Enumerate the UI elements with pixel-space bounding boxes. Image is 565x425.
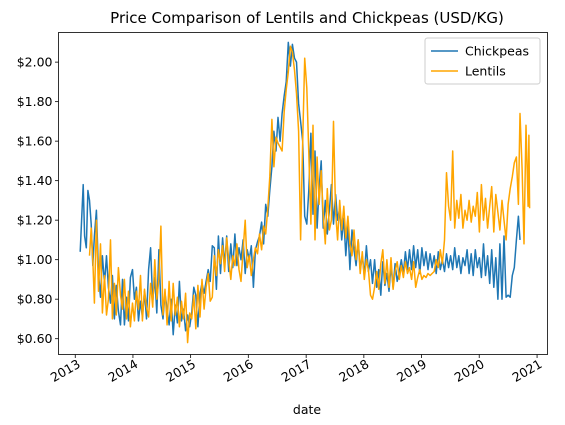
y-axis: $0.60 $0.80 $1.00 $1.20 $1.40 $1.60 $1.80 $2.00: [17, 55, 59, 346]
plot-frame: [58, 32, 548, 355]
y-tick-label: $1.20: [17, 213, 53, 228]
y-tick-label: $0.80: [17, 292, 53, 307]
legend-box: [424, 37, 541, 85]
x-tick-label: 2016: [221, 356, 256, 385]
legend: Chickpeas Lentils: [424, 37, 541, 85]
x-axis-label: date: [293, 402, 321, 417]
y-tick-label: $1.80: [17, 94, 53, 109]
x-tick-label: 2014: [105, 356, 140, 385]
y-tick-label: $1.60: [17, 134, 53, 149]
x-axis: 2013 2014 2015 2016 2017 2018 2019 2020 2021: [48, 354, 545, 385]
series-line-lentils: [88, 45, 531, 344]
legend-label-chickpeas: Chickpeas: [465, 44, 529, 59]
x-tick-label: 2020: [452, 356, 487, 385]
y-tick-label: $1.40: [17, 173, 53, 188]
series-line-chickpeas: [79, 41, 521, 336]
y-tick-label: $1.00: [17, 252, 53, 267]
legend-label-lentils: Lentils: [465, 64, 506, 79]
y-tick-label: $2.00: [17, 55, 53, 70]
y-tick-label: $0.60: [17, 331, 53, 346]
plot-area: [79, 41, 531, 344]
x-tick-label: 2015: [163, 356, 198, 385]
x-tick-label: 2013: [48, 356, 83, 385]
chart-title: Price Comparison of Lentils and Chickpea…: [110, 9, 504, 27]
x-tick-label: 2018: [336, 356, 371, 385]
x-tick-label: 2017: [279, 356, 314, 385]
x-tick-label: 2021: [510, 356, 545, 385]
x-tick-label: 2019: [394, 356, 429, 385]
